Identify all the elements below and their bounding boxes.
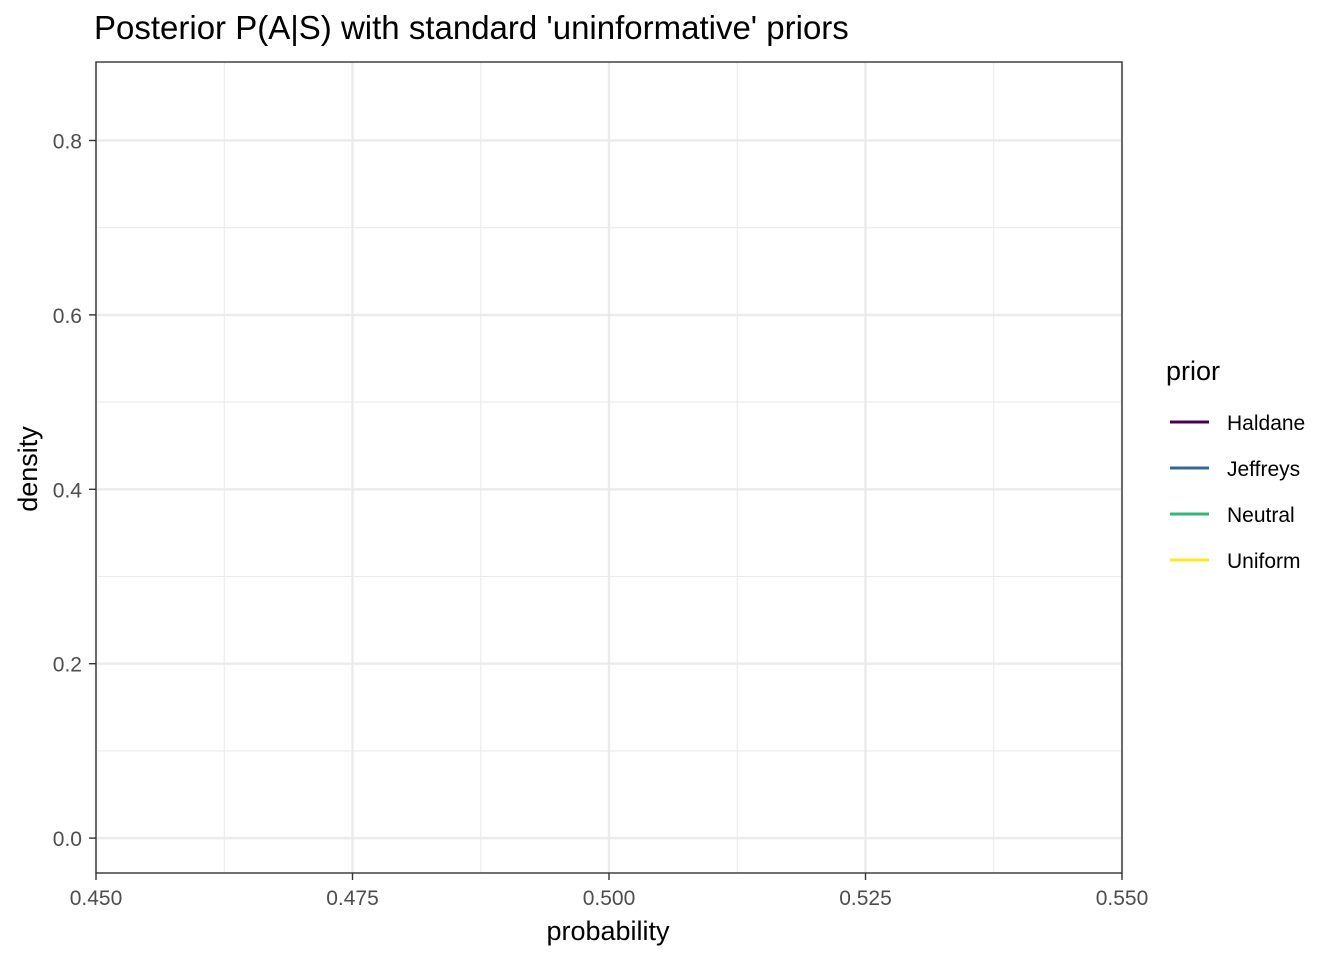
x-axis: 0.450 0.475 0.500 0.525 0.550 [70,873,1149,910]
legend-title: prior [1166,356,1220,386]
legend-label: Neutral [1227,504,1295,527]
x-axis-title: probability [546,916,670,946]
y-tick-label: 0.8 [53,130,82,153]
chart-title: Posterior P(A|S) with standard 'uninform… [94,9,849,46]
x-tick-label: 0.500 [583,887,636,910]
legend: prior Haldane Jeffreys Neutral Uniform [1166,356,1305,573]
legend-item-jeffreys: Jeffreys [1170,458,1300,481]
legend-item-neutral: Neutral [1170,504,1295,527]
x-tick-label: 0.525 [839,887,892,910]
legend-label: Jeffreys [1227,458,1300,481]
legend-item-uniform: Uniform [1170,550,1301,573]
legend-item-haldane: Haldane [1170,412,1305,435]
y-axis-title: density [13,426,43,512]
legend-label: Haldane [1227,412,1305,435]
y-axis: 0.0 0.2 0.4 0.6 0.8 [53,130,96,851]
x-tick-label: 0.475 [326,887,379,910]
y-tick-label: 0.4 [53,479,83,502]
legend-items: Haldane Jeffreys Neutral Uniform [1170,412,1305,573]
legend-label: Uniform [1227,550,1301,573]
y-tick-label: 0.0 [53,828,82,851]
plot-panel [94,61,1124,874]
x-tick-label: 0.450 [70,887,123,910]
y-tick-label: 0.2 [53,654,82,677]
x-tick-label: 0.550 [1096,887,1149,910]
y-tick-label: 0.6 [53,305,82,328]
